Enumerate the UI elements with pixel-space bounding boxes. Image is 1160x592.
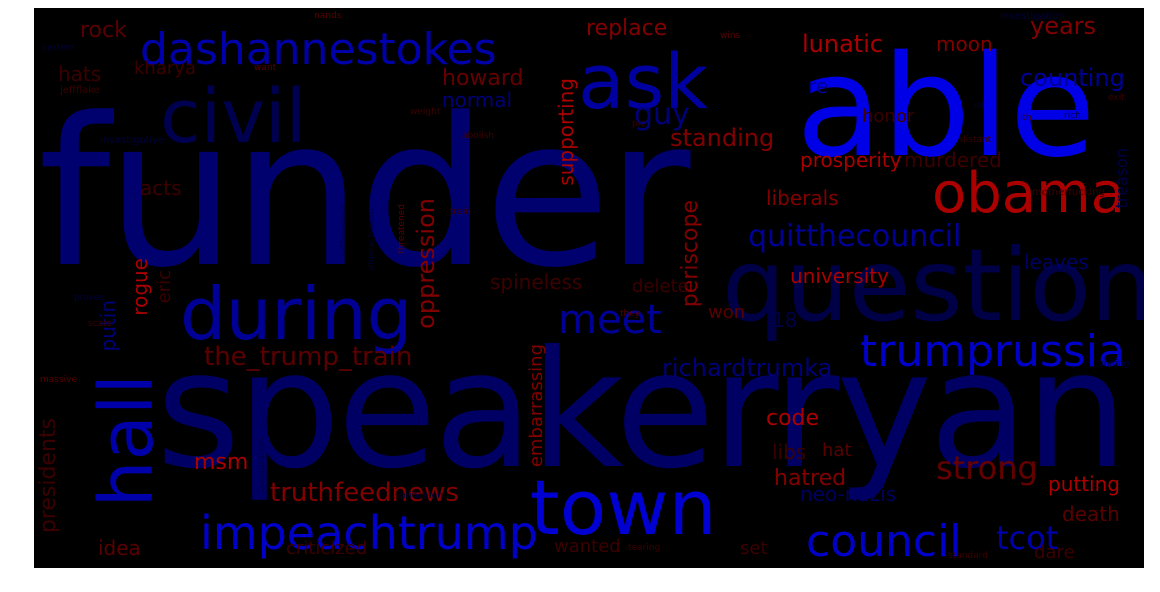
word-distant: distant [960,135,992,145]
word-able: able [796,26,1096,189]
word-hat: hat [822,440,852,461]
word-guy: guy [634,97,690,132]
word-howard: howard [442,66,524,91]
word-richardtrumka: richardtrumka [662,354,833,382]
word-trumprussia: trumprussia [860,326,1126,377]
word-death: death [1062,502,1120,526]
word-pic: pic [632,119,646,129]
word-kharya: kharya [134,58,196,79]
word-investigation: investigation [1000,11,1065,22]
word-supporting: supporting [554,78,578,186]
word-ask: ask [578,37,709,126]
word-train: train [450,207,471,217]
word-prosperity: prosperity [800,148,902,172]
word-impeachment: impeachment [367,208,377,271]
word-normal: normal [442,88,513,112]
word-abolish: abolish [462,131,495,141]
word-system: system [42,43,75,53]
word-proves: proves [74,293,105,303]
word-dashannestokes: dashannestokes [140,24,497,75]
word-counting: counting [1020,64,1125,92]
word-replace: replace [586,16,668,41]
word-embarrassing: embarrassing [526,344,547,468]
word-ist: ist [974,101,985,111]
word-idea: idea [98,536,141,560]
word-libs: libs [772,440,807,464]
word-dare: dare [1034,542,1075,563]
word-exit: exit [1108,93,1125,103]
word-want: want [254,63,277,73]
word-msm: msm [194,450,249,475]
word-code: code [766,406,820,431]
word-truthfeednews: truthfeednews [270,478,459,508]
word-lunatic: lunatic [802,30,884,58]
word-set: set [740,538,768,559]
word-standing: standing [670,124,775,152]
word-putting: putting [1048,472,1120,496]
word-during: during [180,272,413,356]
word-princeton: princeton [400,491,443,501]
word-years: years [1030,12,1097,40]
word-moon: moon [936,32,993,56]
word-impeachtrump: impeachtrump [200,506,538,560]
word-civil: civil [160,74,307,160]
word-treason: treason [1112,148,1131,209]
word-nands: nands [314,11,342,21]
word-scars: scars [88,319,112,329]
word-leaves: leaves [1024,250,1089,274]
word-ith: ith [1020,113,1032,123]
word-eric: eric [154,270,175,304]
word-weight: weight [410,107,441,117]
word-uniting: uniting [1098,359,1130,369]
word-immigration: immigration [257,438,267,493]
word-liberals: liberals [766,186,839,210]
word-hall: hall [84,374,170,508]
word-presidents: presidents [36,418,61,534]
word-neo-nazis: neo-nazis [800,482,897,506]
word-council: council [806,516,962,567]
word-criticized: criticized [286,538,368,559]
word-won: won [708,302,746,323]
word-honor: honor [862,106,915,127]
word-re: re [808,74,829,98]
word-18: 18 [772,308,798,332]
word-hatred: hatred [774,466,847,491]
word-standard: standard [948,551,988,561]
word-rock: rock [80,18,127,43]
word-jeffflake: jeffflake [60,85,100,96]
word-massive: massive [40,375,78,385]
word-cloud-canvas: funder speakerryan able question ask civ… [34,8,1144,568]
word-hats: hats [58,62,102,86]
word-rogue: rogue [128,258,152,316]
word-tearing: tearing [628,543,661,553]
word-investigative: investigative [100,135,165,146]
word-question: question [722,227,1144,344]
word-delete: delete [632,276,689,297]
word-town: town [530,463,717,552]
word-sethmeyers: sethmeyers [339,204,349,258]
word-funder: funder [38,75,691,313]
word-speakerryan: speakerryan [156,317,1128,505]
word-oppression: oppression [412,198,440,329]
word-they: they [620,309,641,319]
word-rich: rich [1064,111,1081,121]
word-university: university [790,264,889,288]
word-meet: meet [558,297,662,343]
word-the_trump_train: the_trump_train [204,342,413,372]
word-threatened: threatened [397,204,407,254]
word-tcot: tcot [996,519,1059,557]
word-obama: obama [932,161,1125,226]
word-murdered: murdered [904,148,1002,172]
word-wins: wins [720,31,741,41]
word-motherfucking: motherfucking [1032,187,1105,198]
word-spineless: spineless [490,270,583,294]
word-acts: acts [140,176,182,200]
word-quitthecouncil: quitthecouncil [748,219,962,254]
word-strong: strong [936,449,1038,487]
word-wanted: wanted [554,536,621,557]
